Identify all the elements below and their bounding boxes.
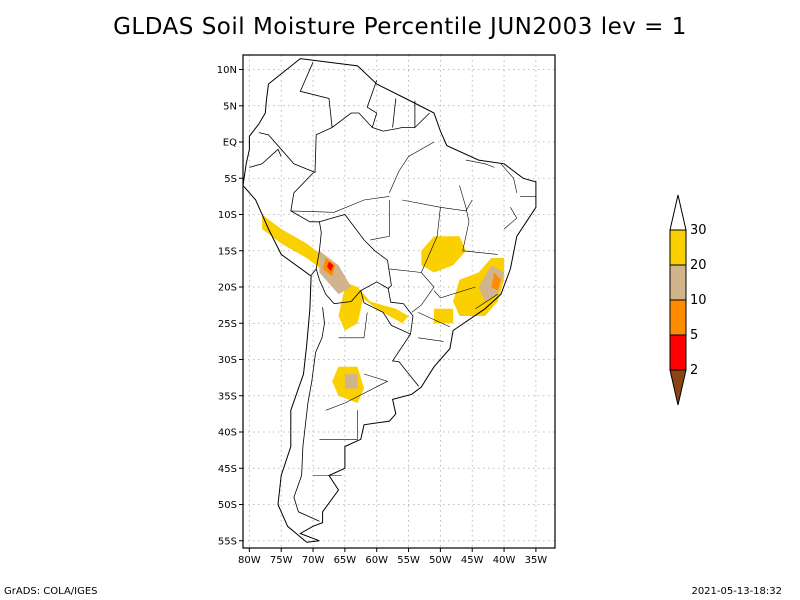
lon-tick-label: 35W <box>525 555 548 566</box>
country-border <box>249 148 282 168</box>
moisture-region-20-30 <box>421 236 466 273</box>
lon-tick-label: 70W <box>302 555 325 566</box>
country-border <box>392 98 397 128</box>
legend-swatch <box>669 334 687 371</box>
color-legend: 30 20 10 5 2 <box>669 194 707 406</box>
moisture-region-2-5 <box>327 261 334 272</box>
state-border <box>402 199 473 212</box>
lat-tick-label: 20S <box>218 283 237 294</box>
state-border <box>421 207 441 273</box>
moisture-region-5-10 <box>491 272 501 291</box>
state-border <box>500 163 518 193</box>
legend-label: 30 <box>690 223 707 238</box>
country-border <box>315 214 392 305</box>
lat-tick-label: 50S <box>218 500 237 511</box>
lat-tick-label: EQ <box>223 138 237 149</box>
state-border <box>465 159 495 168</box>
legend-swatch-under <box>669 369 687 406</box>
lon-tick-label: 45W <box>461 555 484 566</box>
state-border <box>459 185 498 255</box>
lat-tick-label: 15S <box>218 246 237 257</box>
state-border <box>389 268 435 313</box>
lat-tick-label: 10S <box>218 210 237 221</box>
state-border <box>475 294 498 310</box>
legend-swatch-over <box>669 194 687 231</box>
latitude-axis: 10N 5N EQ 5S 10S 15S 20S 25S 30S 35S 40S 45S 50S 55S <box>217 65 243 547</box>
footer-timestamp: 2021-05-13-18:32 <box>691 586 782 597</box>
state-border <box>325 373 389 411</box>
state-border <box>503 207 518 230</box>
legend-label: 20 <box>690 258 707 273</box>
lat-tick-label: 10N <box>217 65 237 76</box>
moisture-region-20-30 <box>262 214 409 324</box>
state-border <box>370 200 390 241</box>
moisture-region-20-30 <box>434 308 454 324</box>
map-frame <box>242 54 556 549</box>
moisture-region-10-20 <box>478 265 505 302</box>
lon-tick-label: 60W <box>365 555 388 566</box>
moisture-region-20-30 <box>338 287 364 331</box>
legend-label: 10 <box>690 293 707 308</box>
country-border <box>331 112 373 128</box>
lat-tick-label: 25S <box>218 319 237 330</box>
lon-tick-label: 65W <box>334 555 357 566</box>
coastline <box>243 58 537 543</box>
country-border <box>366 80 430 132</box>
lon-tick-label: 80W <box>238 555 261 566</box>
lat-tick-label: 55S <box>218 536 237 547</box>
state-border <box>418 337 444 342</box>
legend-label: 2 <box>690 363 698 378</box>
legend-swatch <box>669 264 687 301</box>
legend-swatch <box>669 299 687 336</box>
moisture-region-10-20 <box>319 250 352 295</box>
gridlines <box>243 55 555 548</box>
legend-label: 5 <box>690 328 698 343</box>
lon-tick-label: 75W <box>270 555 293 566</box>
moisture-fill-layer <box>262 214 505 403</box>
map-title: GLDAS Soil Moisture Percentile JUN2003 l… <box>113 14 687 40</box>
lat-tick-label: 45S <box>218 464 237 475</box>
legend-swatch <box>669 229 687 266</box>
lat-tick-label: 5S <box>224 174 237 185</box>
state-border <box>319 410 358 440</box>
lon-tick-label: 50W <box>429 555 452 566</box>
country-border <box>391 333 420 387</box>
state-border <box>389 141 435 193</box>
state-border <box>433 286 476 299</box>
state-border <box>338 312 368 339</box>
country-border <box>293 307 325 522</box>
lat-tick-label: 35S <box>218 391 237 402</box>
lat-tick-label: 5N <box>223 101 237 112</box>
lat-tick-label: 40S <box>218 428 237 439</box>
footer-credit: GrADS: COLA/IGES <box>4 586 98 597</box>
coastline-layer <box>243 58 537 543</box>
longitude-axis: 80W 75W 70W 65W 60W 55W 50W 45W 40W 35W <box>238 548 547 566</box>
state-border <box>290 196 390 213</box>
lat-tick-label: 30S <box>218 355 237 366</box>
lon-tick-label: 40W <box>493 555 516 566</box>
moisture-region-10-20 <box>344 374 358 389</box>
state-border <box>417 312 451 328</box>
country-border <box>258 62 333 173</box>
lon-tick-label: 55W <box>397 555 420 566</box>
